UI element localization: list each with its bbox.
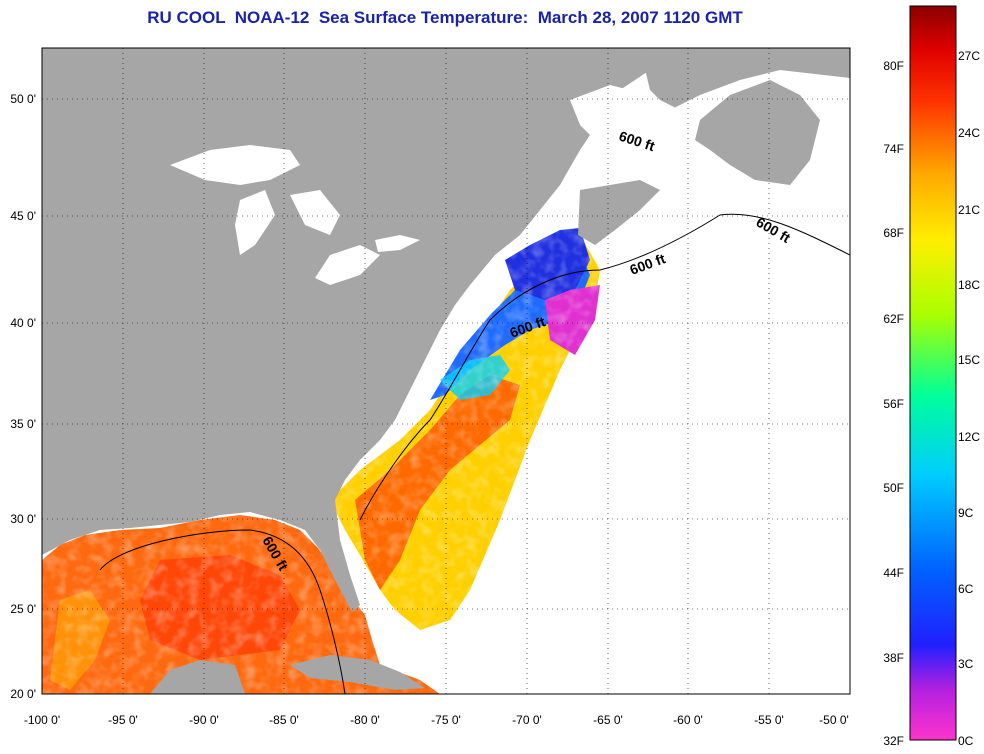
lon-axis: -100 0' -95 0' -90 0' -85 0' -80 0' -75 …: [24, 713, 849, 727]
maritimes-land: [578, 180, 660, 245]
colorbar-f-label: 68F: [883, 226, 904, 240]
lat-tick-label: 50 0': [10, 92, 36, 106]
cuba-land: [290, 655, 425, 690]
lon-tick-label: -55 0': [754, 713, 784, 727]
lon-tick-label: -85 0': [269, 713, 299, 727]
yucatan-land: [150, 660, 245, 694]
colorbar-f-label: 38F: [883, 651, 904, 665]
great-lakes: [170, 145, 420, 285]
colorbar-c-label: 3C: [958, 657, 974, 671]
isobath-600ft: [99, 213, 850, 694]
colorbar-c-label: 27C: [958, 49, 980, 63]
lat-tick-label: 30 0': [10, 512, 36, 526]
lat-tick-label: 20 0': [10, 687, 36, 701]
map-frame: [41, 47, 851, 695]
colorbar-c-label: 24C: [958, 126, 980, 140]
lon-tick-label: -75 0': [431, 713, 461, 727]
colorbar-c-label: 9C: [958, 506, 974, 520]
lon-tick-label: -100 0': [24, 713, 60, 727]
lon-tick-label: -95 0': [108, 713, 138, 727]
lon-tick-label: -90 0': [189, 713, 219, 727]
quebec-labrador-land: [640, 48, 850, 110]
colorbar-f-label: 44F: [883, 566, 904, 580]
colorbar-c-label: 18C: [958, 278, 980, 292]
lon-tick-label: -65 0': [593, 713, 623, 727]
colorbar-f-label: 80F: [883, 59, 904, 73]
north-america-land: [42, 48, 650, 612]
colorbar-c-label: 15C: [958, 353, 980, 367]
colorbar-gradient: [909, 5, 957, 741]
colorbar-f-label: 74F: [883, 142, 904, 156]
lon-tick-label: -50 0': [819, 713, 849, 727]
lon-tick-label: -80 0': [350, 713, 380, 727]
newfoundland-land: [695, 80, 820, 185]
lat-tick-label: 45 0': [10, 209, 36, 223]
colorbar-c-label: 21C: [958, 203, 980, 217]
colorbar-c-label: 0C: [958, 734, 974, 748]
lat-tick-label: 35 0': [10, 417, 36, 431]
lon-tick-label: -70 0': [512, 713, 542, 727]
lat-tick-label: 40 0': [10, 316, 36, 330]
colorbar-f-label: 32F: [883, 734, 904, 748]
colorbar-c-label: 12C: [958, 430, 980, 444]
map-title: RU COOL NOAA-12 Sea Surface Temperature:…: [147, 8, 743, 27]
lat-tick-label: 25 0': [10, 602, 36, 616]
colorbar-c-label: 6C: [958, 582, 974, 596]
lat-axis: 50 0' 45 0' 40 0' 35 0' 30 0' 25 0' 20 0…: [10, 92, 36, 701]
colorbar-f-label: 56F: [883, 397, 904, 411]
st-lawrence-estuary: [570, 85, 680, 160]
colorbar-f-label: 62F: [883, 312, 904, 326]
lon-tick-label: -60 0': [673, 713, 703, 727]
colorbar-f-label: 50F: [883, 481, 904, 495]
colorbar: 80F 74F 68F 62F 56F 50F 44F 38F 32F 27C …: [883, 5, 980, 748]
